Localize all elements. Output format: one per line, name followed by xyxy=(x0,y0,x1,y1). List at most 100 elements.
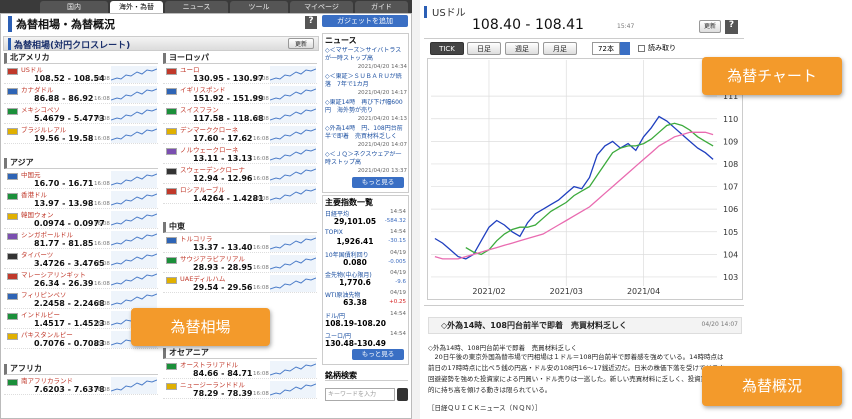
row-bg xyxy=(163,165,317,184)
currency-name[interactable]: UAEディルハム xyxy=(180,275,226,283)
sparkline-path xyxy=(111,173,157,186)
currency-name[interactable]: イギリスポンド xyxy=(180,86,226,94)
sparkline xyxy=(270,106,316,123)
index-name[interactable]: ドル/円 xyxy=(325,312,346,320)
news-headline[interactable]: ◇＜東証＞ＳＵＢＡＲＵが続落 7年で1カ月 xyxy=(325,73,402,88)
currency-name[interactable]: スイスフラン xyxy=(180,106,219,114)
help-button[interactable]: ? xyxy=(725,20,738,34)
currency-name[interactable]: 中国元 xyxy=(21,171,41,179)
currency-name[interactable]: 南アフリカランド xyxy=(21,377,73,385)
sparkline-path xyxy=(270,277,316,290)
sparkline-path xyxy=(111,273,157,286)
news-headline[interactable]: ◇＜ＪＱ＞ネクスウェアが一時ストップ高 xyxy=(325,151,402,166)
currency-name[interactable]: シンガポールドル xyxy=(21,231,73,239)
rate: 7.6203 - 7.6378 xyxy=(34,385,105,394)
refresh-button[interactable]: 更新 xyxy=(699,20,721,33)
rate-time: 16:08 xyxy=(253,96,269,102)
sparkline-path xyxy=(270,128,316,141)
sparkline-path xyxy=(270,363,316,376)
row-bg xyxy=(163,145,317,164)
index-name[interactable]: WTI原油先物 xyxy=(325,292,361,300)
news-headline[interactable]: ◇東証14時 再び下げ幅600円 海外勢が売り xyxy=(325,99,403,114)
news-date: 2021/04/20 14:34 xyxy=(357,64,407,70)
refresh-button[interactable]: 更新 xyxy=(288,38,314,49)
sparkline-path xyxy=(111,379,157,392)
currency-name[interactable]: トルコリラ xyxy=(180,235,213,243)
index-value: 1,770.6 xyxy=(339,277,371,287)
rate: 151.92 - 151.99 xyxy=(193,94,264,103)
index-name[interactable]: ユーロ/円 xyxy=(325,332,352,340)
gadget-button[interactable]: ガジェットを追加 xyxy=(322,15,408,27)
tab[interactable]: ツール xyxy=(230,1,288,13)
flag xyxy=(166,383,177,390)
tab[interactable]: ガイド xyxy=(355,1,408,13)
more-button[interactable]: もっと見る xyxy=(352,177,404,188)
index-value: 130.48-130.49 xyxy=(325,338,386,348)
index-name[interactable]: TOPIX xyxy=(325,229,343,237)
flag xyxy=(166,88,177,95)
news-headline[interactable]: ◇外為14時 円、108円台前半で即着 売買材料乏しく xyxy=(325,125,403,140)
period-button[interactable]: 週足 xyxy=(505,42,539,55)
period-button[interactable]: TICK xyxy=(430,42,464,55)
currency-name[interactable]: USドル xyxy=(21,66,43,74)
count-select[interactable]: 72本 xyxy=(592,42,620,55)
flag xyxy=(166,237,177,244)
currency-name[interactable]: スウェーデンクローナ xyxy=(180,166,245,174)
row-bg xyxy=(163,360,317,379)
more-button[interactable]: もっと見る xyxy=(352,349,404,360)
currency-name[interactable]: オーストラリアドル xyxy=(180,361,239,369)
sparkline-path xyxy=(111,108,157,121)
index-name[interactable]: 日経平均 xyxy=(325,211,350,218)
currency-name[interactable]: タイバーツ xyxy=(21,251,54,259)
sparkline xyxy=(270,381,316,398)
currency-name[interactable]: フィリピンペソ xyxy=(21,291,67,299)
rate: 0.7076 - 0.7083 xyxy=(34,339,105,348)
sparkline-path xyxy=(111,213,157,226)
news-headline[interactable]: ◇＜マザーズ＞サイバトラスが一時ストップ高 xyxy=(325,47,402,62)
currency-name[interactable]: パキスタンルピー xyxy=(21,331,73,339)
rate: 86.88 - 86.92 xyxy=(34,94,94,103)
tab[interactable]: ニュース xyxy=(165,1,228,13)
row-bg xyxy=(4,230,158,249)
help-button[interactable]: ? xyxy=(305,16,317,29)
period-button[interactable]: 月足 xyxy=(543,42,577,55)
separator xyxy=(424,305,744,306)
currency-name[interactable]: デンマーククローネ xyxy=(180,126,239,134)
tab[interactable]: 国内 xyxy=(40,1,108,13)
rate: 17.60 - 17.62 xyxy=(193,134,253,143)
rate-time: 16:08 xyxy=(94,76,110,82)
currency-name[interactable]: 韓国ウォン xyxy=(21,211,54,219)
currency-name[interactable]: メキシコペソ xyxy=(21,106,60,114)
currency-name[interactable]: ブラジルレアル xyxy=(21,126,67,134)
currency-name[interactable]: ノルウェークローネ xyxy=(180,146,239,154)
sparkline-path xyxy=(111,253,157,266)
x-tick-label: 2021/04 xyxy=(627,287,660,296)
rate-time: 16:08 xyxy=(253,245,269,251)
index-name[interactable]: 金先物(中心限月) xyxy=(325,271,372,279)
currency-name[interactable]: カナダドル xyxy=(21,86,54,94)
search-input[interactable]: キーワードを入力 xyxy=(325,388,395,401)
index-time: 14:54 xyxy=(390,209,406,215)
page-title: 為替相場・為替概況 xyxy=(8,16,115,32)
callout: 為替概況 xyxy=(702,366,842,406)
currency-name[interactable]: インドルピー xyxy=(21,311,60,319)
tab[interactable]: 海外・為替 xyxy=(110,1,163,13)
checkbox[interactable] xyxy=(638,45,645,52)
tab[interactable]: マイページ xyxy=(290,1,353,13)
currency-name[interactable]: ロシアルーブル xyxy=(180,186,226,194)
currency-name[interactable]: ニュージーランドドル xyxy=(180,381,245,389)
y-tick-label: 110 xyxy=(723,115,738,124)
rate: 84.66 - 84.71 xyxy=(193,369,253,378)
rate-time: 16:08 xyxy=(94,96,110,102)
currency-name[interactable]: マレーシアリンギット xyxy=(21,271,86,279)
index-time: 04/19 xyxy=(390,290,406,297)
flag xyxy=(7,379,18,386)
sparkline-path xyxy=(270,148,316,161)
currency-name[interactable]: 香港ドル xyxy=(21,191,47,199)
index-name[interactable]: 10年国債利回り xyxy=(325,251,369,259)
currency-name[interactable]: ユーロ xyxy=(180,66,200,74)
currency-name[interactable]: サウジアラビアリアル xyxy=(180,255,245,263)
period-button[interactable]: 日足 xyxy=(467,42,501,55)
search-title: 銘柄検索 xyxy=(325,370,408,381)
news-close xyxy=(400,35,408,45)
